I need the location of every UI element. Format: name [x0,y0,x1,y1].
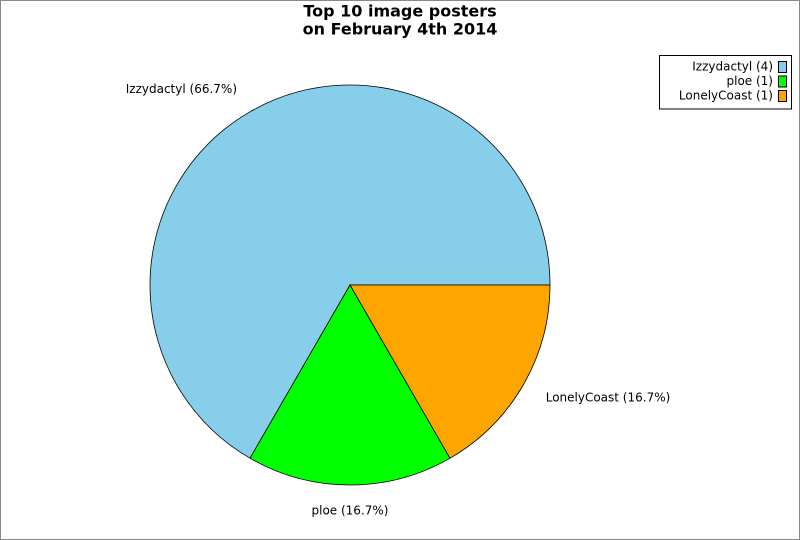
legend-label: LonelyCoast (1) [679,89,773,103]
slice-label: ploe (16.7%) [312,504,389,518]
legend-label: Izzydactyl (4) [692,60,773,74]
legend-swatch [778,75,787,88]
pie-slice [149,84,551,459]
pie-slice [249,284,451,486]
pie-slice [349,284,551,459]
legend-swatch [778,90,787,102]
chart-title: on February 4th 2014 [303,20,498,39]
legend-label: ploe (1) [727,74,774,88]
slice-label: Izzydactyl (66.7%) [126,82,237,96]
slice-label: LonelyCoast (16.7%) [546,391,671,405]
chart-title: Top 10 image posters [303,2,496,21]
legend-swatch [778,61,787,73]
legend-box [659,55,792,110]
